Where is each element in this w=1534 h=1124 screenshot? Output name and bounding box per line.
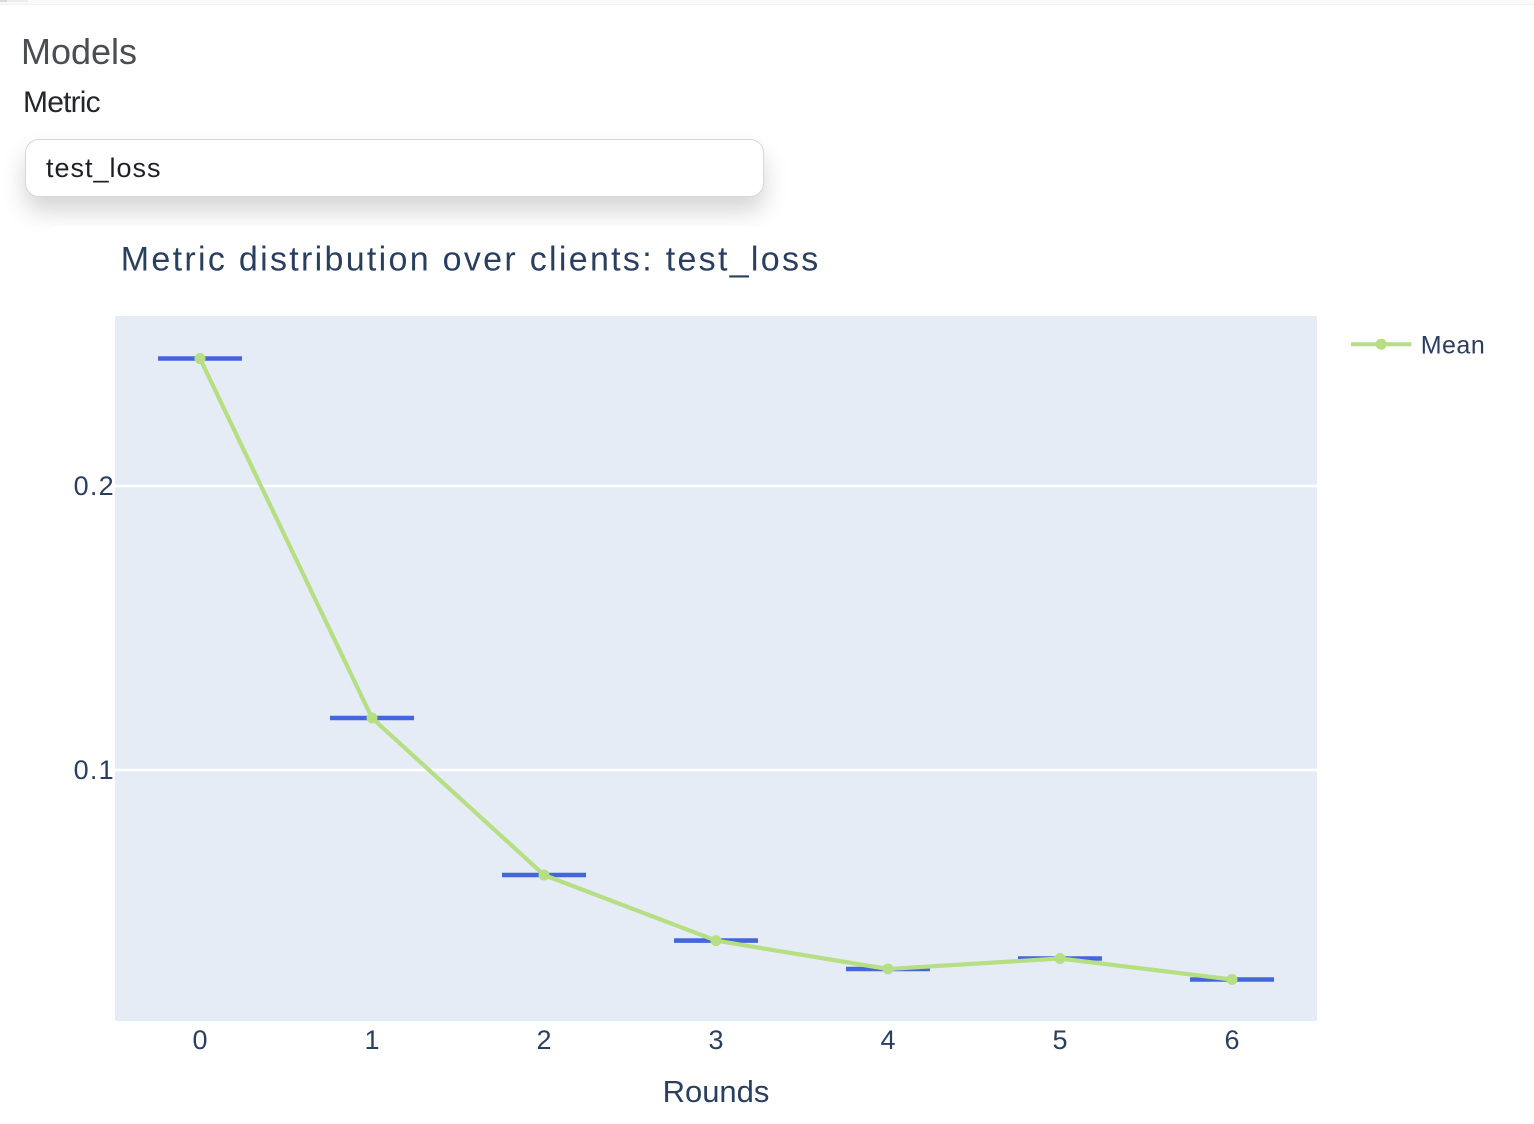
svg-text:2: 2 xyxy=(536,1025,551,1055)
svg-text:Rounds: Rounds xyxy=(663,1074,770,1109)
svg-text:0: 0 xyxy=(192,1025,207,1055)
svg-text:6: 6 xyxy=(1224,1025,1239,1055)
svg-text:1: 1 xyxy=(364,1025,379,1055)
svg-text:Mean: Mean xyxy=(1421,332,1486,360)
svg-text:4: 4 xyxy=(880,1025,895,1055)
svg-text:0.1: 0.1 xyxy=(74,755,115,785)
svg-text:0.2: 0.2 xyxy=(74,471,115,501)
svg-text:Metric distribution over clien: Metric distribution over clients: test_l… xyxy=(121,241,821,279)
svg-text:3: 3 xyxy=(708,1025,723,1055)
svg-text:5: 5 xyxy=(1052,1025,1067,1055)
